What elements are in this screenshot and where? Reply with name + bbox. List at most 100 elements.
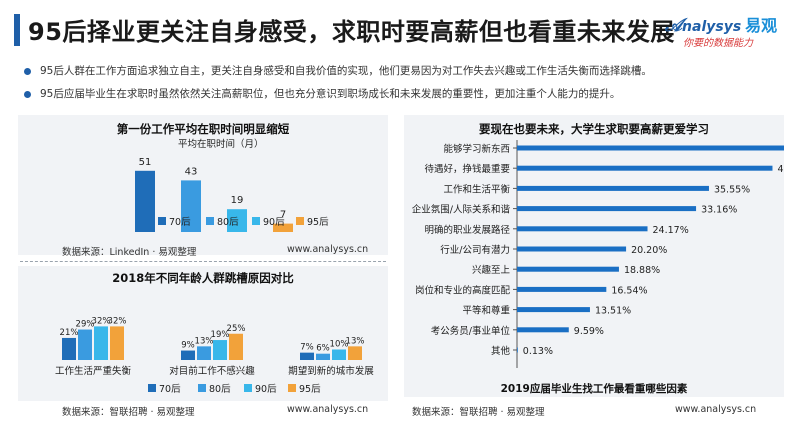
chart3-category-label: 其他 — [491, 345, 511, 357]
chart3-value-label: 33.16% — [701, 205, 737, 216]
chart2-legend-swatch — [288, 384, 296, 392]
chart2-legend-label: 70后 — [159, 384, 181, 395]
chart2-value-label: 10% — [330, 340, 349, 350]
chart2-bar-80后 — [316, 353, 330, 360]
chart2-bar-95后 — [110, 326, 124, 360]
chart1-bar-80后 — [181, 180, 201, 232]
chart3-bar — [517, 165, 773, 171]
bullet-item: 95后人群在工作方面追求独立自主，更关注自身感受和自我价值的实现，他们更易因为对… — [24, 64, 784, 78]
bullet-item: 95后应届毕业生在求职时虽然依然关注高薪职位，但也充分意识到职场成长和未来发展的… — [24, 87, 784, 101]
chart3-category-label: 行业/公司有潜力 — [440, 244, 510, 256]
chart2-value-label: 32% — [92, 316, 111, 326]
chart1-legend-label: 70后 — [169, 217, 191, 228]
chart1-legend-label: 90后 — [263, 217, 285, 228]
chart1-legend-swatch — [206, 217, 214, 225]
summary-bullets: 95后人群在工作方面追求独立自主，更关注自身感受和自我价值的实现，他们更易因为对… — [24, 64, 784, 110]
chart1-legend-label: 95后 — [307, 217, 329, 228]
chart3-category-label: 考公务员/事业单位 — [431, 325, 511, 337]
chart2-category-label: 对目前工作不感兴趣 — [169, 365, 255, 377]
chart2-value-label: 32% — [108, 316, 127, 326]
chart3-category-label: 岗位和专业的高度匹配 — [415, 284, 511, 296]
chart1-bar-95后 — [273, 223, 293, 232]
chart1-bar-90后 — [227, 209, 247, 232]
chart3-value-label: 18.88% — [624, 265, 660, 276]
chart3-value-label: 0.13% — [523, 346, 553, 357]
chart1-title: 第一份工作平均在职时间明显缩短 — [116, 122, 290, 136]
divider — [20, 261, 386, 262]
chart2-bar-95后 — [348, 346, 362, 360]
chart2-bar-70后 — [300, 352, 314, 360]
chart3-bar — [517, 307, 590, 313]
chart3-bar — [517, 206, 697, 212]
chart1-website: www.analysys.cn — [287, 244, 369, 255]
chart1-source: 数据来源：LinkedIn · 易观整理 — [62, 247, 197, 258]
chart3-title: 要现在也要未来，大学生求职要高薪更爱学习 — [479, 122, 709, 136]
chart3-source: 数据来源：智联招聘 · 易观整理 — [412, 407, 545, 418]
chart3-value-label: 47.31% — [777, 164, 784, 175]
chart3-category-label: 兴趣至上 — [472, 264, 511, 276]
chart2-legend-swatch — [198, 384, 206, 392]
chart2-legend-label: 80后 — [209, 384, 231, 395]
panel-tenure — [18, 115, 388, 255]
chart2-category-label: 工作生活严重失衡 — [55, 365, 132, 377]
panel-factors — [404, 115, 784, 397]
chart3-bar — [517, 226, 648, 232]
chart2-value-label: 19% — [211, 330, 230, 340]
chart2-bar-90后 — [332, 349, 346, 360]
chart2-value-label: 29% — [76, 320, 95, 330]
chart2-legend-swatch — [244, 384, 252, 392]
chart2-bar-95后 — [229, 333, 243, 360]
chart3-svg: 能够学习新东西54.01%待遇好，挣钱最重要47.31%工作和生活平衡35.55… — [412, 140, 784, 368]
bullet-text: 95后人群在工作方面追求独立自主，更关注自身感受和自我价值的实现，他们更易因为对… — [40, 65, 652, 77]
chart2-value-label: 13% — [346, 336, 365, 346]
logo-wordmark: 𝒜nalysys 易观 — [665, 12, 777, 36]
bullet-text: 95后应届毕业生在求职时虽然依然关注高薪职位，但也充分意识到职场成长和未来发展的… — [40, 88, 621, 100]
chart1-legend-swatch — [158, 217, 166, 225]
chart2-value-label: 21% — [60, 328, 79, 338]
logo-slogan: 你要的数据能力 — [683, 38, 753, 49]
chart1-value-label: 19 — [231, 195, 244, 206]
chart1-legend-label: 80后 — [217, 217, 239, 228]
chart1-legend-swatch — [296, 217, 304, 225]
chart2-title: 2018年不同年龄人群跳槽原因对比 — [112, 271, 294, 285]
chart3-bar — [517, 327, 569, 333]
bullet-dot-icon — [24, 91, 31, 98]
chart2-bar-90后 — [94, 326, 108, 360]
chart3-value-label: 20.20% — [631, 245, 667, 256]
bullet-dot-icon — [24, 68, 31, 75]
chart3-category-label: 能够学习新东西 — [443, 143, 510, 155]
chart2-value-label: 25% — [227, 324, 246, 334]
chart3-category-label: 企业氛围/人际关系和谐 — [412, 204, 511, 216]
chart2-source: 数据来源：智联招聘 · 易观整理 — [62, 407, 195, 418]
chart2-value-label: 9% — [181, 341, 195, 351]
chart3-category-label: 平等和尊重 — [462, 305, 510, 317]
chart2-legend-label: 90后 — [255, 384, 277, 395]
chart3-value-label: 9.59% — [574, 326, 604, 337]
chart3-category-label: 明确的职业发展路径 — [424, 224, 510, 236]
chart3-caption: 2019应届毕业生找工作最看重哪些因素 — [500, 383, 688, 395]
chart2-value-label: 7% — [300, 343, 314, 353]
page-title: 95后择业更关注自身感受，求职时要高薪但也看重未来发展 — [28, 18, 675, 46]
chart3-bar — [517, 266, 619, 272]
brand-logo: 𝒜nalysys 易观 你要的数据能力 — [665, 12, 790, 52]
chart3-website: www.analysys.cn — [675, 404, 757, 415]
chart2-bar-80后 — [78, 329, 92, 360]
chart3-bar — [517, 246, 627, 252]
chart3-bar — [517, 286, 607, 292]
chart3-bar — [517, 185, 709, 191]
logo-text: nalysys — [682, 19, 742, 35]
chart2-bar-70后 — [181, 350, 195, 360]
chart3-value-label: 24.17% — [653, 225, 689, 236]
chart2-bar-80后 — [197, 346, 211, 360]
chart2-value-label: 13% — [195, 336, 214, 346]
chart2-bar-70后 — [62, 337, 76, 360]
chart1-bar-70后 — [135, 170, 155, 232]
logo-a-icon: 𝒜 — [665, 15, 683, 36]
chart3-value-label: 16.54% — [611, 285, 647, 296]
chart1-subtitle: 平均在职时间（月） — [178, 138, 264, 150]
chart1-value-label: 51 — [139, 157, 152, 168]
logo-cn: 易观 — [745, 16, 778, 35]
chart1-legend-swatch — [252, 217, 260, 225]
